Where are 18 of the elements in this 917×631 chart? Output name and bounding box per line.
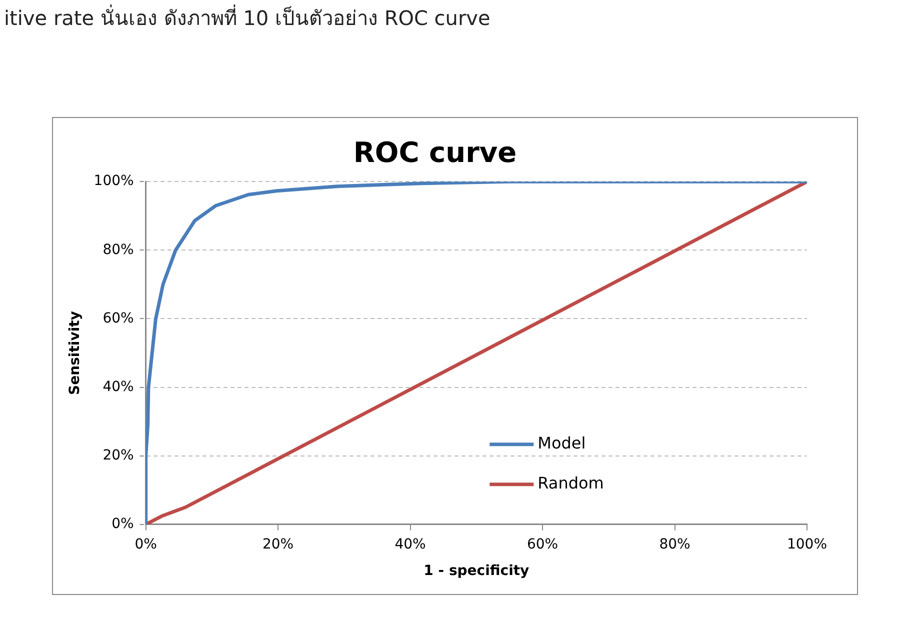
x-tick-label: 40% <box>394 536 426 552</box>
y-tick-label: 100% <box>94 173 134 190</box>
y-tick-label: 80% <box>102 242 134 258</box>
y-tick-label: 0% <box>112 516 134 532</box>
x-tick-label: 60% <box>526 536 558 552</box>
x-tick-label: 20% <box>262 536 294 552</box>
text: itive rate นั่นเอง ดังภาพที่ 10 เป็นตัวอย่าง ROC curve <box>4 4 490 32</box>
y-tick-label: 60% <box>102 310 134 326</box>
y-tick-label: 40% <box>102 378 134 395</box>
legend-label: Model <box>538 434 586 453</box>
x-tick-label: 100% <box>786 536 828 552</box>
x-axis-title: 1 - specificity <box>424 563 530 580</box>
x-tick-label: 0% <box>134 536 157 552</box>
legend-label: Random <box>538 474 604 493</box>
y-axis-title: Sensitivity <box>67 311 84 395</box>
x-tick-label: 80% <box>659 536 690 552</box>
y-tick-label: 20% <box>102 447 134 464</box>
chart-title: ROC curve <box>353 136 517 170</box>
